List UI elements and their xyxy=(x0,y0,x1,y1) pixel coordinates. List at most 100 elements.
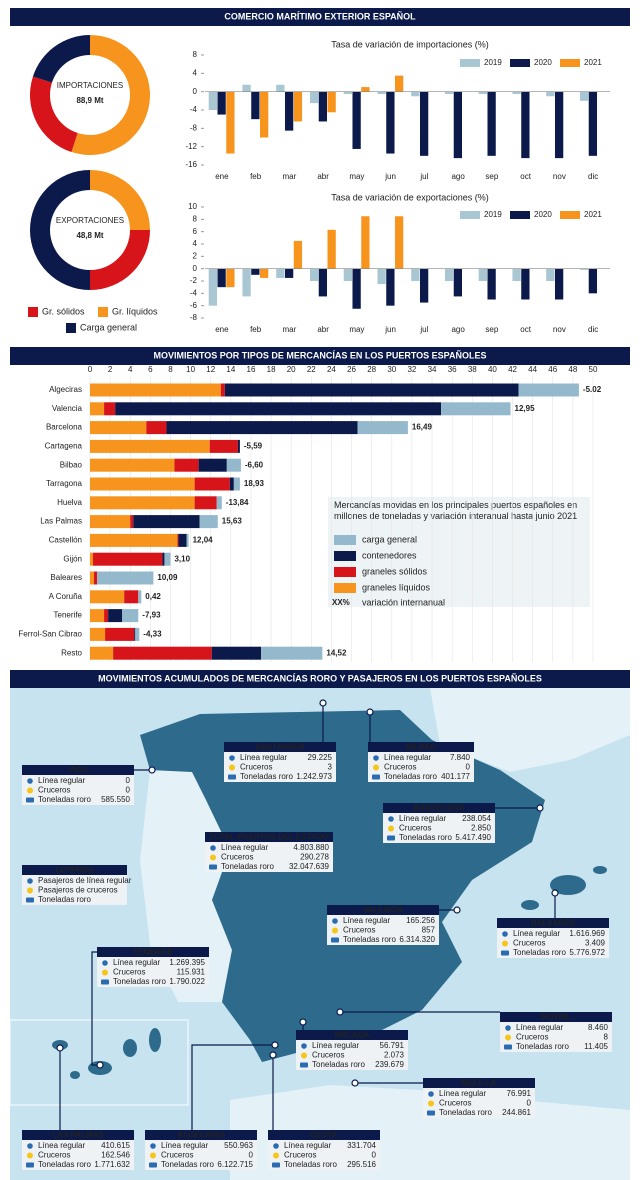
donut-label: EXPORTACIONES xyxy=(56,216,124,225)
bar-segment xyxy=(90,609,105,623)
row-value: 76.991 xyxy=(507,1089,532,1098)
icon-cruise xyxy=(273,1152,279,1159)
row-value: 32.047.639 xyxy=(289,862,330,871)
icon-cruise xyxy=(210,854,216,861)
x-tick-label: nov xyxy=(553,325,566,334)
bar-segment xyxy=(216,496,222,510)
row-value: 162.546 xyxy=(101,1151,130,1160)
row-value: 1.242.973 xyxy=(296,772,332,781)
legend-label: 2021 xyxy=(584,58,602,67)
legend-swatch xyxy=(66,323,76,333)
row-label: Toneladas roro xyxy=(38,1160,91,1169)
row-label: Toneladas roro xyxy=(343,935,396,944)
legend-label: 2020 xyxy=(534,210,552,219)
port-dot xyxy=(96,1061,104,1069)
row-value: 239.679 xyxy=(375,1060,404,1069)
y-tick-label: -4 xyxy=(190,288,198,297)
x-tick-label: ene xyxy=(215,325,229,334)
row-value: 0 xyxy=(527,1099,532,1108)
x-tick-label: 16 xyxy=(247,365,256,374)
bar-segment xyxy=(90,552,94,566)
bar xyxy=(444,91,454,94)
bar xyxy=(554,91,564,159)
row-label: Cruceros xyxy=(240,763,272,772)
bar-segment xyxy=(211,646,262,660)
y-tick-label: 8 xyxy=(193,50,198,59)
row-label: Cruceros xyxy=(516,1033,548,1042)
y-tick-label: 8 xyxy=(193,214,198,223)
row-label: Toneladas roro xyxy=(439,1108,492,1117)
bar xyxy=(512,91,521,94)
row-label: Cruceros xyxy=(513,939,545,948)
chart-title: Tasa de variación de importaciones (%) xyxy=(331,39,489,49)
category-label: Baleares xyxy=(50,573,82,582)
port-name: ALGECIRAS xyxy=(177,1131,225,1140)
bar-segment xyxy=(90,496,195,510)
row-value: 6.122.715 xyxy=(217,1160,253,1169)
port-name: TOTAL PUERTOS DEL ESTADO xyxy=(209,833,329,842)
variation-label: 10,09 xyxy=(157,573,178,582)
x-tick-label: feb xyxy=(250,325,262,334)
port-header xyxy=(145,1130,257,1140)
port-header xyxy=(423,1078,535,1088)
x-tick-label: 42 xyxy=(508,365,517,374)
bar-segment xyxy=(441,402,511,416)
x-tick-label: sep xyxy=(485,325,498,334)
port-name: VALENCIA xyxy=(363,906,404,915)
icon-people xyxy=(505,1025,511,1031)
legend-swatch xyxy=(460,211,480,219)
port-dot xyxy=(271,1041,279,1049)
legend-swatch xyxy=(460,59,480,67)
legend-label: Carga general xyxy=(80,322,137,332)
header-title: MOVIMIENTOS POR TIPOS DE MERCANCÍAS EN L… xyxy=(153,350,486,360)
y-tick-label: 4 xyxy=(193,239,198,248)
icon-truck xyxy=(427,1110,435,1116)
bar xyxy=(208,91,217,110)
x-tick-label: 10 xyxy=(186,365,195,374)
legend-label: 2021 xyxy=(584,210,602,219)
bar xyxy=(309,91,319,104)
port-dot xyxy=(366,708,374,716)
variation-label: 0,42 xyxy=(145,592,161,601)
y-tick-label: -16 xyxy=(185,160,197,169)
icon-people xyxy=(388,816,394,822)
y-tick-label: 6 xyxy=(193,227,198,236)
row-value: 857 xyxy=(422,926,436,935)
category-label: Bilbao xyxy=(60,460,83,469)
header-title: MOVIMIENTOS ACUMULADOS DE MERCANCÍAS ROR… xyxy=(98,673,542,683)
legend-label: carga general xyxy=(362,534,417,544)
port-header xyxy=(296,1030,408,1040)
bar-segment xyxy=(90,627,106,641)
x-tick-label: feb xyxy=(250,172,262,181)
row-value: 2.073 xyxy=(384,1051,405,1060)
row-label: Cruceros xyxy=(161,1151,193,1160)
port-dot xyxy=(551,889,559,897)
icon-truck xyxy=(26,797,34,803)
bar-segment xyxy=(90,533,178,547)
port-name: BALEARES xyxy=(531,919,576,928)
category-label: Algeciras xyxy=(49,385,82,394)
bar xyxy=(343,268,352,281)
donut-total: 48,8 Mt xyxy=(76,231,103,240)
row-value: 165.256 xyxy=(406,916,435,925)
row-label: Línea regular xyxy=(516,1023,563,1032)
row-label: Cruceros xyxy=(113,968,145,977)
bar xyxy=(395,216,404,269)
bar-segment xyxy=(518,383,579,397)
bar xyxy=(217,268,226,288)
bar-segment xyxy=(162,552,165,566)
bar-segment xyxy=(90,383,221,397)
donut-segment xyxy=(30,76,78,153)
row-value: 5.417.490 xyxy=(455,833,491,842)
y-tick-label: 0 xyxy=(193,264,198,273)
icon-truck xyxy=(26,1162,34,1168)
row-label: Cruceros xyxy=(38,1151,70,1160)
bar-segment xyxy=(134,627,136,641)
icon-people xyxy=(301,1043,307,1049)
category-label: A Coruña xyxy=(49,592,83,601)
port-name: BARCELONA xyxy=(413,804,464,813)
icon-people xyxy=(428,1091,434,1097)
y-tick-label: 4 xyxy=(193,68,198,77)
icon-people xyxy=(332,918,338,924)
bar xyxy=(352,268,361,309)
